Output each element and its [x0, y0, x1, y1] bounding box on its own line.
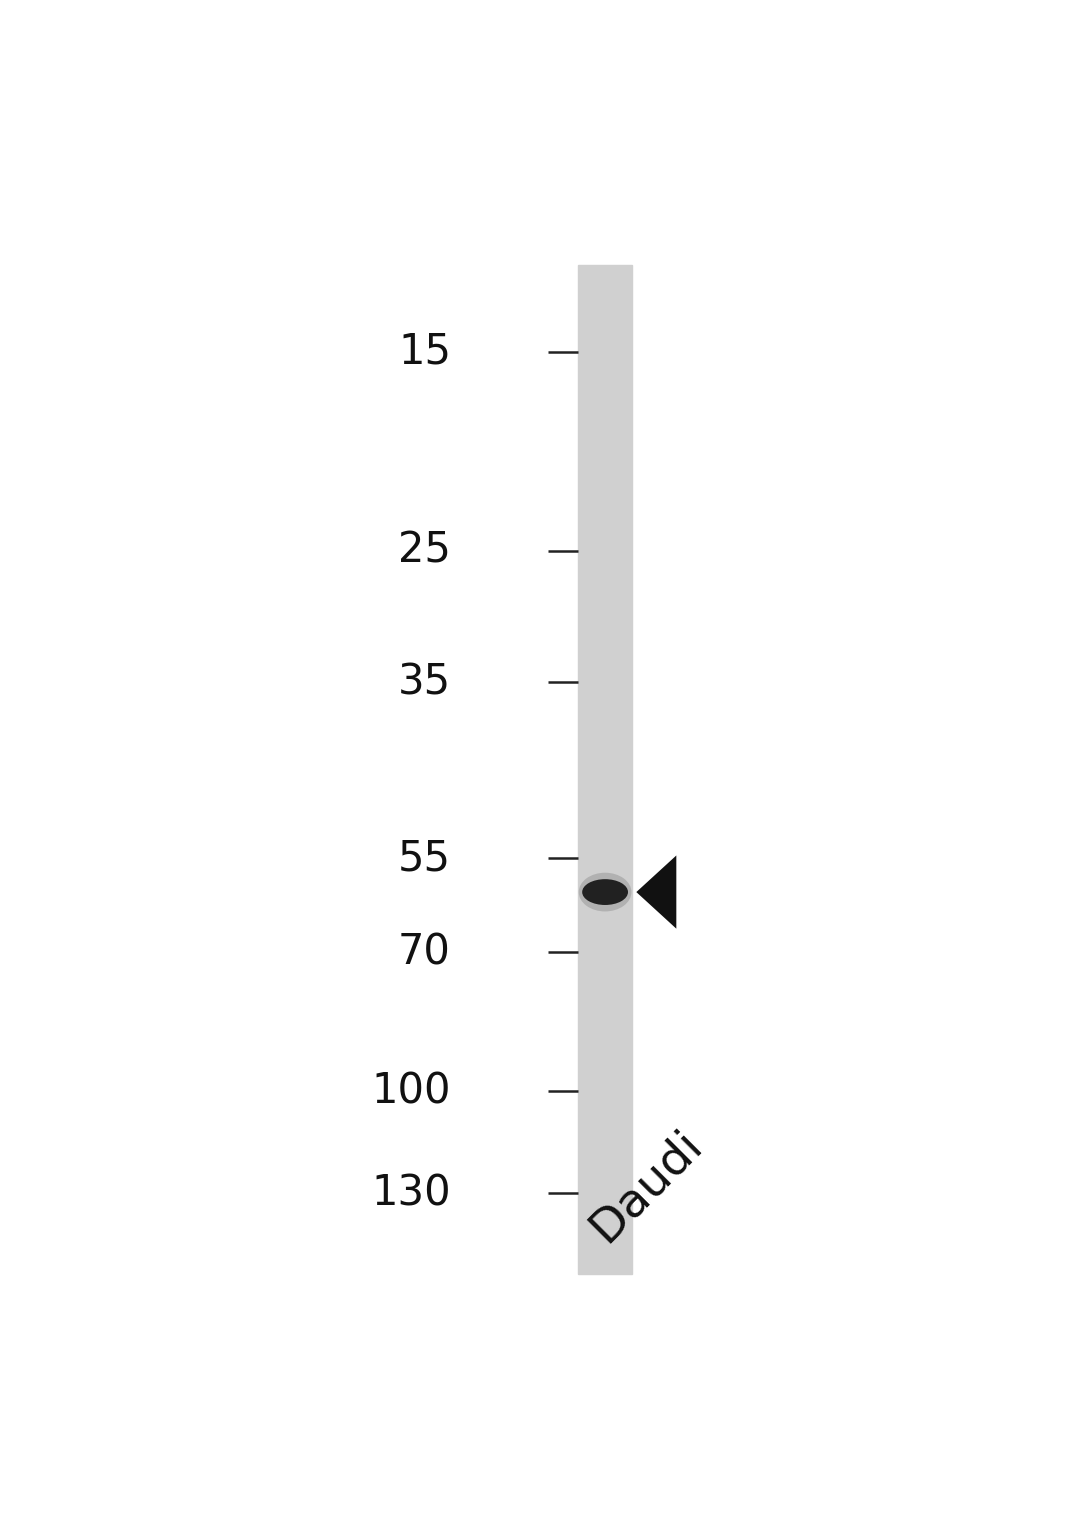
Text: 70: 70 [398, 931, 452, 974]
Text: Daudi: Daudi [582, 1122, 712, 1251]
Ellipse shape [578, 873, 631, 911]
Bar [578, 265, 632, 1274]
Text: 25: 25 [398, 530, 452, 572]
Polygon shape [636, 855, 676, 928]
Text: 55: 55 [398, 837, 452, 879]
Text: 15: 15 [398, 331, 452, 373]
Text: 130: 130 [371, 1172, 451, 1215]
Text: 35: 35 [398, 661, 452, 703]
Text: 100: 100 [372, 1070, 452, 1113]
Ellipse shape [583, 879, 628, 905]
